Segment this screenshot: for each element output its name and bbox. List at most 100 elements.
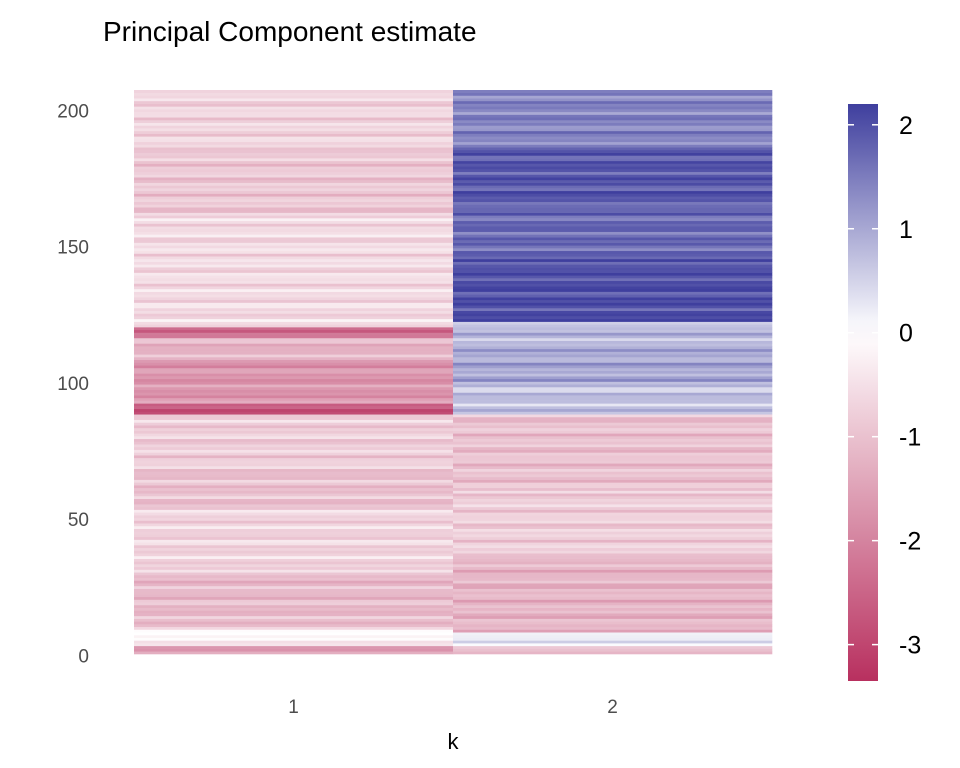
heatmap-cell: [453, 327, 773, 331]
heatmap-cell: [134, 171, 454, 175]
heatmap-cell: [134, 136, 454, 140]
heatmap-cell: [453, 378, 773, 382]
heatmap-cell: [453, 566, 773, 570]
heatmap-cell: [134, 179, 454, 183]
heatmap-cell: [134, 392, 454, 396]
heatmap-cell: [453, 613, 773, 617]
heatmap-cell: [453, 198, 773, 203]
heatmap-cell: [453, 531, 773, 535]
heatmap-cell: [134, 267, 454, 271]
heatmap-cell: [453, 564, 773, 568]
heatmap-cell: [134, 163, 454, 167]
heatmap-cell: [134, 269, 454, 273]
heatmap-cell: [134, 196, 454, 200]
heatmap-cell: [134, 408, 454, 412]
heatmap-cell: [134, 457, 454, 461]
y-tick-label: 200: [57, 101, 89, 122]
heatmap-cell: [134, 564, 454, 568]
heatmap-cell: [134, 343, 454, 347]
heatmap-cell: [134, 242, 454, 246]
heatmap-cell: [453, 188, 773, 192]
heatmap-cell: [453, 133, 773, 137]
heatmap-cell: [453, 643, 773, 647]
heatmap-cell: [134, 313, 454, 317]
heatmap-cell: [134, 237, 454, 241]
heatmap-cell: [453, 275, 773, 279]
heatmap-cell: [453, 406, 773, 410]
heatmap-cell: [134, 92, 454, 96]
heatmap-cell: [453, 460, 773, 464]
heatmap-cell: [453, 585, 773, 589]
heatmap-cell: [453, 536, 773, 540]
heatmap-cell: [453, 106, 773, 110]
heatmap-cell: [134, 411, 454, 415]
heatmap-cell: [134, 501, 454, 505]
heatmap-cell: [453, 92, 773, 96]
heatmap-cell: [134, 466, 454, 470]
heatmap-cell: [453, 190, 773, 194]
heatmap-cell: [134, 386, 454, 391]
y-tick-label: 100: [57, 374, 89, 395]
heatmap-cell: [453, 158, 773, 162]
heatmap-cell: [453, 501, 773, 505]
heatmap-cell: [134, 367, 454, 371]
heatmap-cell: [453, 223, 773, 227]
heatmap-cell: [134, 264, 454, 268]
heatmap-cell: [453, 109, 773, 113]
heatmap-cell: [134, 218, 454, 222]
heatmap-cell: [134, 539, 454, 543]
heatmap-cell: [453, 381, 773, 385]
heatmap-cell: [453, 599, 773, 603]
heatmap-cell: [453, 354, 773, 358]
heatmap-cell: [134, 362, 454, 366]
heatmap-cell: [453, 607, 773, 611]
heatmap-cell: [134, 433, 454, 437]
heatmap-cell: [134, 495, 454, 499]
heatmap-cell: [453, 324, 773, 328]
x-axis-title: k: [448, 729, 460, 754]
heatmap-cell: [453, 583, 773, 587]
heatmap-cell: [134, 248, 454, 252]
heatmap-cell: [453, 226, 773, 230]
heatmap-cell: [453, 318, 773, 322]
heatmap-cell: [134, 515, 454, 519]
heatmap-cell: [453, 141, 773, 145]
heatmap-cell: [453, 632, 773, 636]
heatmap-cell: [453, 386, 773, 391]
heatmap-cell: [453, 220, 773, 224]
heatmap-cell: [453, 591, 773, 595]
heatmap-cell: [453, 580, 773, 584]
heatmap-cell: [134, 534, 454, 538]
heatmap-cell: [134, 234, 454, 238]
heatmap-cell: [453, 376, 773, 380]
heatmap-cell: [134, 577, 454, 581]
heatmap-cell: [134, 436, 454, 440]
heatmap-cell: [453, 455, 773, 459]
heatmap-cell: [134, 449, 454, 453]
heatmap-cell: [453, 648, 773, 652]
heatmap-cell: [453, 136, 773, 140]
heatmap-cell: [453, 362, 773, 366]
heatmap-cell: [134, 272, 454, 276]
heatmap-cell: [453, 256, 773, 260]
heatmap-cell: [453, 512, 773, 516]
heatmap-cell: [453, 297, 773, 301]
heatmap-cell: [453, 452, 773, 456]
heatmap-cell: [453, 517, 773, 521]
heatmap-cell: [134, 365, 454, 369]
heatmap-cell: [134, 607, 454, 611]
heatmap-cell: [134, 626, 454, 630]
heatmap-cell: [453, 490, 773, 494]
heatmap-cell: [134, 278, 454, 282]
heatmap-cell: [134, 512, 454, 516]
heatmap-cell: [453, 122, 773, 126]
heatmap-cell: [453, 446, 773, 450]
heatmap-cell: [453, 400, 773, 404]
heatmap-cell: [453, 218, 773, 222]
heatmap-cell: [453, 114, 773, 118]
heatmap-cell: [134, 226, 454, 230]
heatmap-cell: [134, 471, 454, 475]
heatmap-cell: [453, 196, 773, 200]
heatmap-cell: [453, 425, 773, 429]
heatmap-cell: [134, 569, 454, 573]
